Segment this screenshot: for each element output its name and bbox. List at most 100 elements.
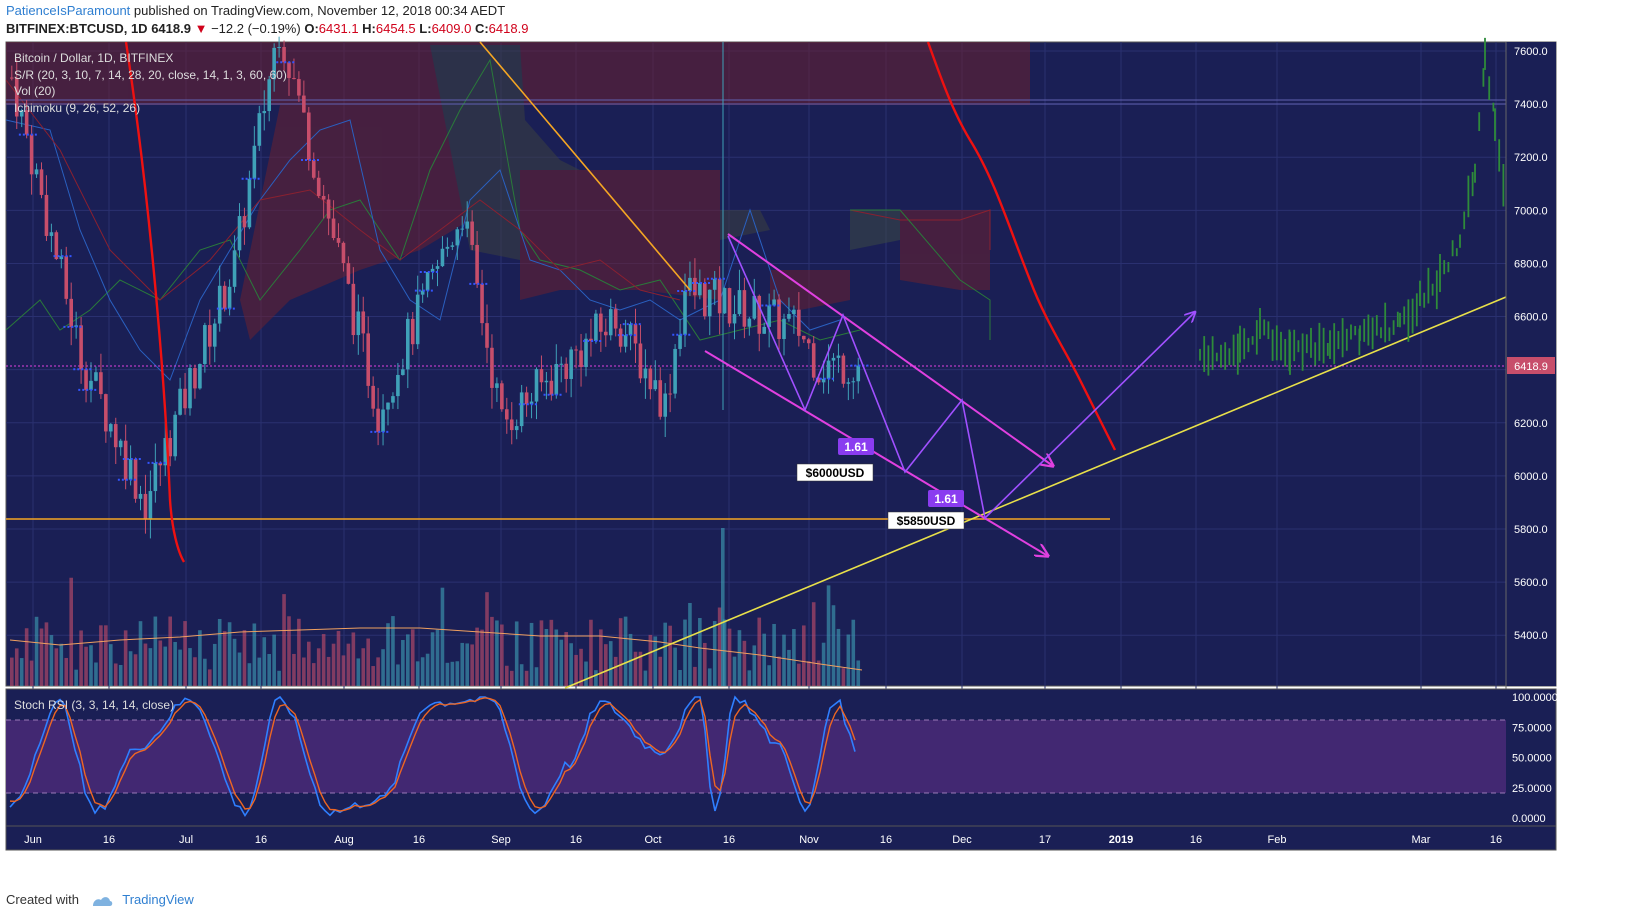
volume-bar bbox=[519, 664, 524, 686]
candle-body bbox=[128, 458, 133, 480]
volume-bar bbox=[401, 639, 405, 686]
volume-bar bbox=[816, 660, 821, 686]
stoch-band bbox=[6, 720, 1506, 793]
candle-body bbox=[608, 309, 613, 336]
volume-bar bbox=[802, 625, 806, 686]
yellow-trend-line bbox=[564, 296, 1507, 689]
volume-bar bbox=[524, 670, 529, 686]
candle-body bbox=[440, 248, 445, 267]
volume-bar bbox=[232, 638, 237, 686]
volume-bar bbox=[544, 629, 549, 686]
candle-body bbox=[257, 113, 262, 146]
volume-bar bbox=[64, 657, 69, 686]
low-label: L: bbox=[419, 21, 432, 36]
candle-body bbox=[767, 305, 771, 327]
time-tick-label: Feb bbox=[1268, 834, 1287, 846]
candle-body bbox=[425, 272, 430, 291]
candle-body bbox=[722, 288, 727, 314]
candle-body bbox=[717, 278, 722, 314]
volume-bar bbox=[806, 661, 811, 686]
stoch-tick-label: 50.0000 bbox=[1512, 753, 1552, 765]
volume-bar bbox=[287, 616, 291, 686]
candle-body bbox=[509, 419, 514, 431]
candle-body bbox=[688, 277, 692, 291]
candle-body bbox=[321, 195, 326, 200]
volume-bar bbox=[242, 630, 247, 686]
volume-bar bbox=[623, 616, 628, 686]
candle-body bbox=[782, 318, 786, 340]
volume-bar bbox=[282, 594, 286, 686]
candle-body bbox=[544, 380, 549, 383]
volume-bar bbox=[777, 656, 781, 686]
time-axis[interactable] bbox=[5, 825, 1557, 851]
candle-body bbox=[371, 385, 375, 409]
candle-body bbox=[341, 242, 346, 264]
candle-body bbox=[168, 438, 172, 457]
volume-bar bbox=[163, 646, 168, 686]
candle-body bbox=[802, 335, 806, 340]
tradingview-link[interactable]: TradingView bbox=[122, 892, 194, 907]
candle-body bbox=[89, 380, 93, 390]
candle-body bbox=[104, 394, 108, 432]
candle-body bbox=[787, 314, 791, 319]
volume-bars bbox=[10, 528, 861, 686]
high-label: H: bbox=[362, 21, 376, 36]
volume-bar bbox=[485, 592, 489, 686]
ichimoku-lines bbox=[5, 58, 991, 381]
candle-body bbox=[282, 47, 286, 63]
volume-bar bbox=[153, 616, 158, 686]
volume-bar bbox=[302, 657, 306, 686]
candle-body bbox=[806, 339, 811, 344]
volume-bar bbox=[168, 616, 172, 686]
volume-bar bbox=[514, 621, 519, 686]
volume-bar bbox=[752, 645, 757, 686]
candle-body bbox=[539, 369, 544, 383]
candle-body bbox=[217, 285, 222, 324]
candle-body bbox=[227, 286, 232, 309]
volume-bar bbox=[188, 648, 192, 686]
volume-bar bbox=[19, 658, 24, 686]
volume-bar bbox=[693, 666, 697, 686]
candle-body bbox=[579, 350, 583, 367]
candle-body bbox=[445, 246, 450, 249]
volume-bar bbox=[668, 625, 672, 686]
candle-body bbox=[752, 295, 757, 319]
volume-bar bbox=[148, 648, 153, 686]
candle-body bbox=[490, 347, 494, 388]
candle-body bbox=[277, 47, 281, 49]
author-link[interactable]: PatienceIsParamount bbox=[6, 3, 131, 18]
candle-body bbox=[856, 365, 861, 382]
volume-bar bbox=[420, 657, 425, 686]
volume-bar bbox=[534, 667, 539, 686]
volume-bar bbox=[104, 625, 108, 686]
candle-body bbox=[19, 110, 24, 117]
candle-body bbox=[381, 409, 385, 432]
volume-bar bbox=[539, 620, 544, 686]
volume-bar bbox=[54, 648, 59, 686]
volume-bar bbox=[74, 669, 78, 686]
candle-body bbox=[727, 288, 732, 324]
legend-title: Bitcoin / Dollar, 1D, BITFINEX bbox=[14, 51, 173, 65]
price-axis-labels: 7600.07400.07200.07000.06800.06600.06400… bbox=[1514, 46, 1548, 642]
volume-bar bbox=[133, 654, 138, 686]
volume-bar bbox=[430, 632, 435, 686]
candle-body bbox=[331, 218, 336, 239]
candle-body bbox=[79, 325, 83, 370]
target-label-5850: $5850USD bbox=[887, 511, 965, 530]
candle-body bbox=[396, 374, 400, 397]
stoch-d-line bbox=[9, 697, 856, 812]
main-pane[interactable] bbox=[5, 41, 1557, 687]
candle-body bbox=[307, 112, 311, 160]
candle-body bbox=[816, 377, 821, 383]
volume-bar bbox=[480, 629, 484, 686]
candle-body bbox=[826, 360, 831, 379]
candle-body bbox=[638, 343, 643, 379]
volume-bar bbox=[173, 641, 177, 686]
candle-body bbox=[851, 381, 856, 383]
candle-body bbox=[366, 333, 370, 386]
volume-bar bbox=[376, 657, 380, 686]
volume-bar bbox=[24, 628, 29, 686]
candle-body bbox=[109, 424, 113, 432]
candle-body bbox=[10, 77, 14, 79]
